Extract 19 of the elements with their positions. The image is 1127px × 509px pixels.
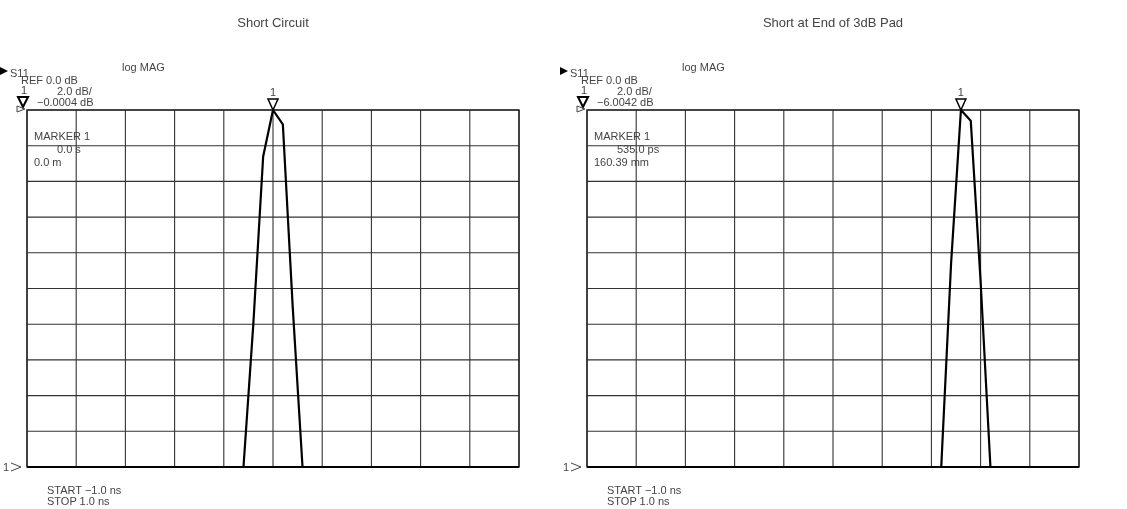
text: 1 (581, 84, 588, 96)
text: 2.0 dB/ (57, 85, 93, 97)
text: log MAG (122, 61, 165, 73)
text: 1 (563, 461, 570, 473)
text: 2.0 dB/ (617, 85, 653, 97)
text: 1 (269, 86, 277, 98)
annotation: 0.0 m (34, 156, 62, 168)
text: 1 (957, 86, 964, 98)
text: STOP 1.0 ns (607, 495, 671, 507)
text: −6.0042 dB (597, 96, 654, 108)
text: 1 (3, 461, 10, 473)
text: −0.0004 dB (37, 96, 94, 108)
chart-title: Short Circuit (237, 15, 310, 30)
chart-title: Short at End of 3dB Pad (762, 15, 904, 30)
text: START −1.0 ns (47, 484, 122, 496)
text: START −1.0 ns (607, 484, 682, 496)
text: STOP 1.0 ns (47, 495, 111, 507)
text: log MAG (682, 61, 725, 73)
text: 1 (21, 84, 28, 96)
